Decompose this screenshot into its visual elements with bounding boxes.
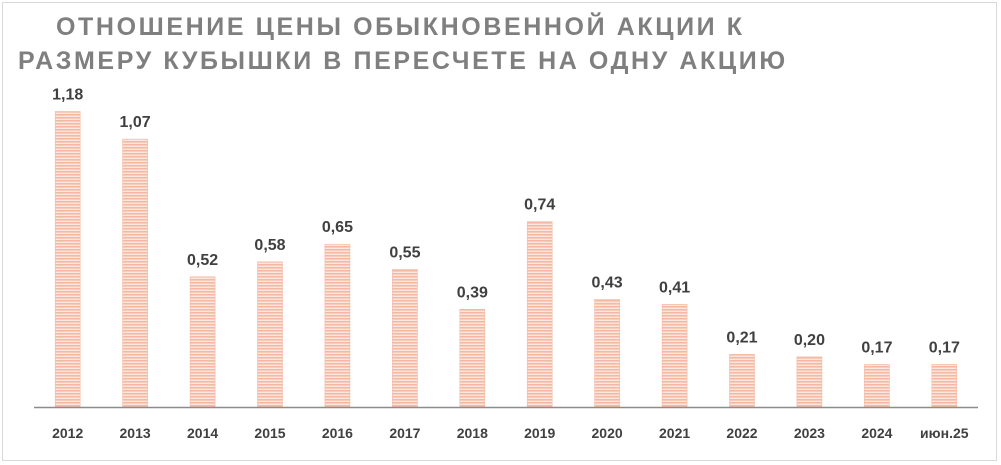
bar-2016	[324, 243, 351, 408]
bars-group	[54, 111, 958, 408]
data-label-2019: 0,74	[524, 197, 555, 214]
bar-2021	[661, 303, 688, 408]
x-tick-label-2012: 2012	[52, 425, 83, 441]
bar-2024	[864, 364, 890, 408]
data-label-2018: 0,39	[457, 284, 488, 301]
x-tick-label-2018: 2018	[457, 425, 488, 441]
bar-2015	[257, 261, 283, 408]
x-tick-label-2016: 2016	[322, 425, 353, 441]
data-label-2023: 0,20	[794, 332, 825, 349]
bar-2022	[729, 354, 755, 408]
chart-title-line-1: ОТНОШЕНИЕ ЦЕНЫ ОБЫКНОВЕННОЙ АКЦИИ К	[56, 13, 745, 41]
x-tick-label-2020: 2020	[592, 425, 623, 441]
data-label-2014: 0,52	[187, 252, 218, 269]
x-tick-label-2022: 2022	[726, 425, 757, 441]
data-labels-group: 1,18 1,07 0,52 0,58 0,65 0,55 0,39 0,74 0,43 0,41…	[52, 87, 960, 357]
data-label-2015: 0,58	[254, 237, 285, 254]
x-tick-label-2013: 2013	[120, 425, 151, 441]
x-tick-labels-group: 2012 2013 2014 2015 2016 2017 2018 2019 2020 2021…	[52, 425, 969, 441]
bar-2013	[122, 138, 148, 408]
data-label-2024: 0,17	[861, 339, 892, 356]
x-tick-label-2021: 2021	[659, 425, 690, 441]
x-tick-label-2014: 2014	[187, 425, 218, 441]
data-label-2016: 0,65	[322, 219, 353, 236]
bar-2020	[594, 298, 620, 408]
data-label-2013: 1,07	[120, 114, 151, 131]
x-tick-label-2019: 2019	[524, 425, 555, 441]
data-label-2020: 0,43	[592, 274, 623, 291]
bar-2019	[526, 221, 553, 408]
bar-2018	[459, 308, 486, 408]
data-label-июн.25: 0,17	[929, 339, 960, 356]
x-tick-label-2023: 2023	[794, 425, 825, 441]
bar-2023	[796, 356, 823, 408]
x-tick-label-2024: 2024	[861, 425, 892, 441]
data-label-2022: 0,21	[726, 329, 757, 346]
bar-2017	[392, 268, 418, 408]
bar-июн.25	[931, 364, 958, 408]
chart-title: ОТНОШЕНИЕ ЦЕНЫ ОБЫКНОВЕННОЙ АКЦИИ К РАЗМ…	[18, 10, 978, 78]
data-label-2021: 0,41	[659, 279, 690, 296]
bar-2012	[54, 111, 81, 408]
x-tick-label-2017: 2017	[389, 425, 420, 441]
data-label-2012: 1,18	[52, 87, 83, 104]
chart-title-line-2: РАЗМЕРУ КУБЫШКИ В ПЕРЕСЧЕТЕ НА ОДНУ АКЦИ…	[18, 47, 788, 75]
data-label-2017: 0,55	[389, 244, 420, 261]
x-tick-label-июн.25: июн.25	[920, 425, 969, 441]
bar-2014	[189, 276, 216, 408]
x-tick-label-2015: 2015	[254, 425, 285, 441]
